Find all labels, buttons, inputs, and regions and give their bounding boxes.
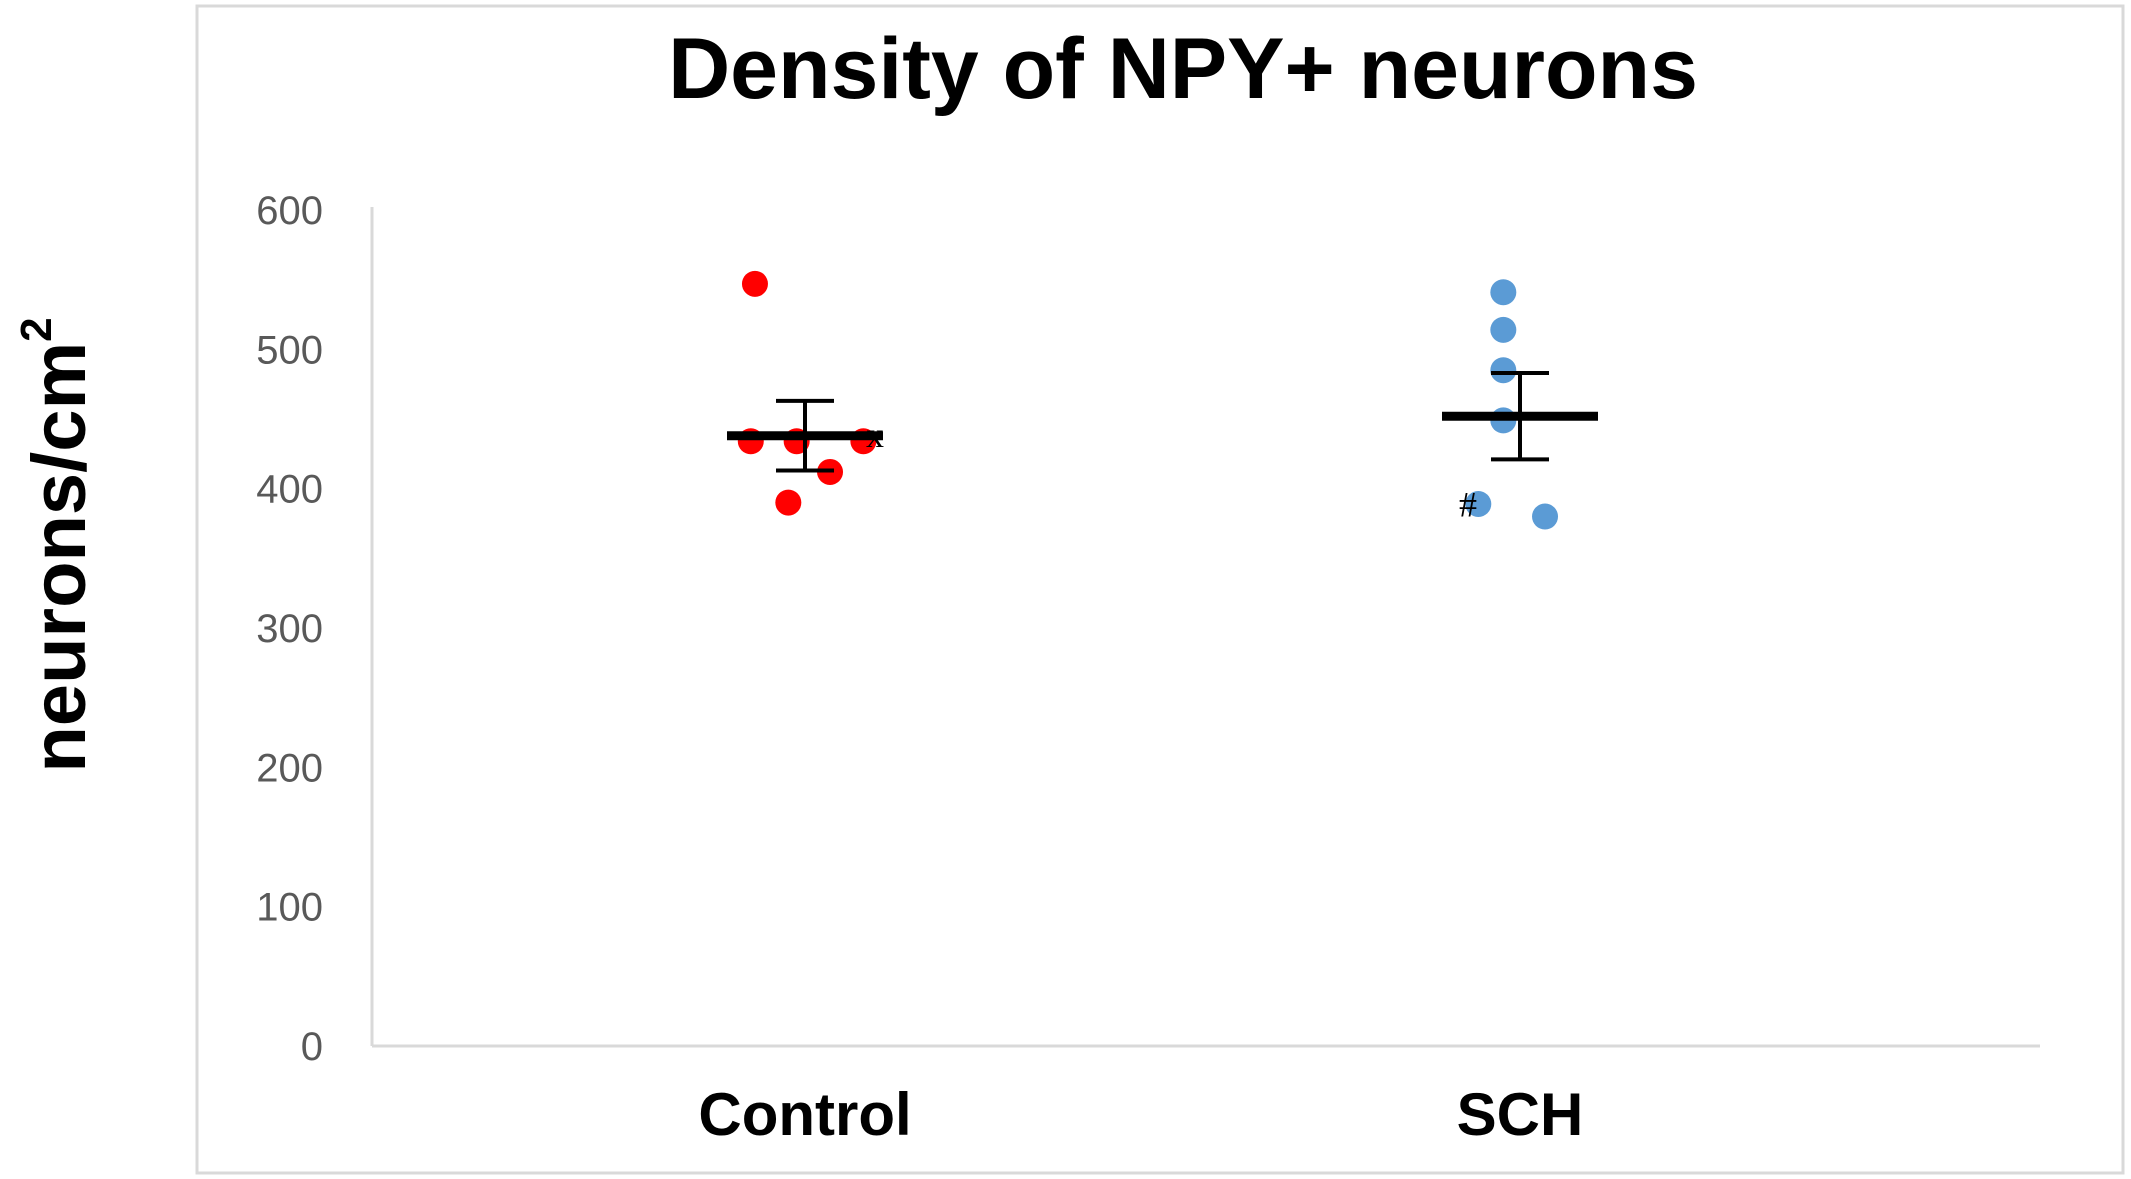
data-marks: x# — [727, 270, 1598, 530]
y-tick-label: 300 — [256, 607, 323, 651]
y-tick-label: 200 — [256, 746, 323, 790]
data-point — [1490, 357, 1517, 384]
data-point — [775, 489, 802, 516]
data-point — [1490, 279, 1517, 306]
y-tick-label: 600 — [256, 189, 323, 233]
data-point — [1490, 316, 1517, 343]
annotation-marker: # — [1459, 485, 1477, 525]
y-axis-label: neurons/cm2 — [12, 317, 102, 772]
annotation-marker: x — [866, 415, 884, 455]
data-point — [1532, 503, 1559, 530]
svg-text:neurons/cm2: neurons/cm2 — [12, 317, 102, 772]
series-control: x — [727, 270, 884, 516]
data-point — [741, 270, 768, 297]
y-axis-label-text: neurons/cm — [17, 342, 102, 773]
x-category-label: SCH — [1457, 1081, 1584, 1148]
x-categories: Control SCH — [698, 1081, 1583, 1148]
y-tick-label: 0 — [301, 1025, 323, 1069]
y-tick-label: 500 — [256, 328, 323, 372]
y-tick-label: 400 — [256, 468, 323, 512]
y-ticks: 0 100 200 300 400 500 600 — [256, 189, 323, 1069]
data-point — [1465, 490, 1492, 517]
chart-frame — [195, 4, 2125, 1175]
y-tick-label: 100 — [256, 886, 323, 930]
x-category-label: Control — [698, 1081, 911, 1148]
y-axis-label-superscript: 2 — [12, 317, 61, 341]
chart-title: Density of NPY+ neurons — [668, 21, 1698, 117]
series-sch: # — [1442, 279, 1598, 530]
